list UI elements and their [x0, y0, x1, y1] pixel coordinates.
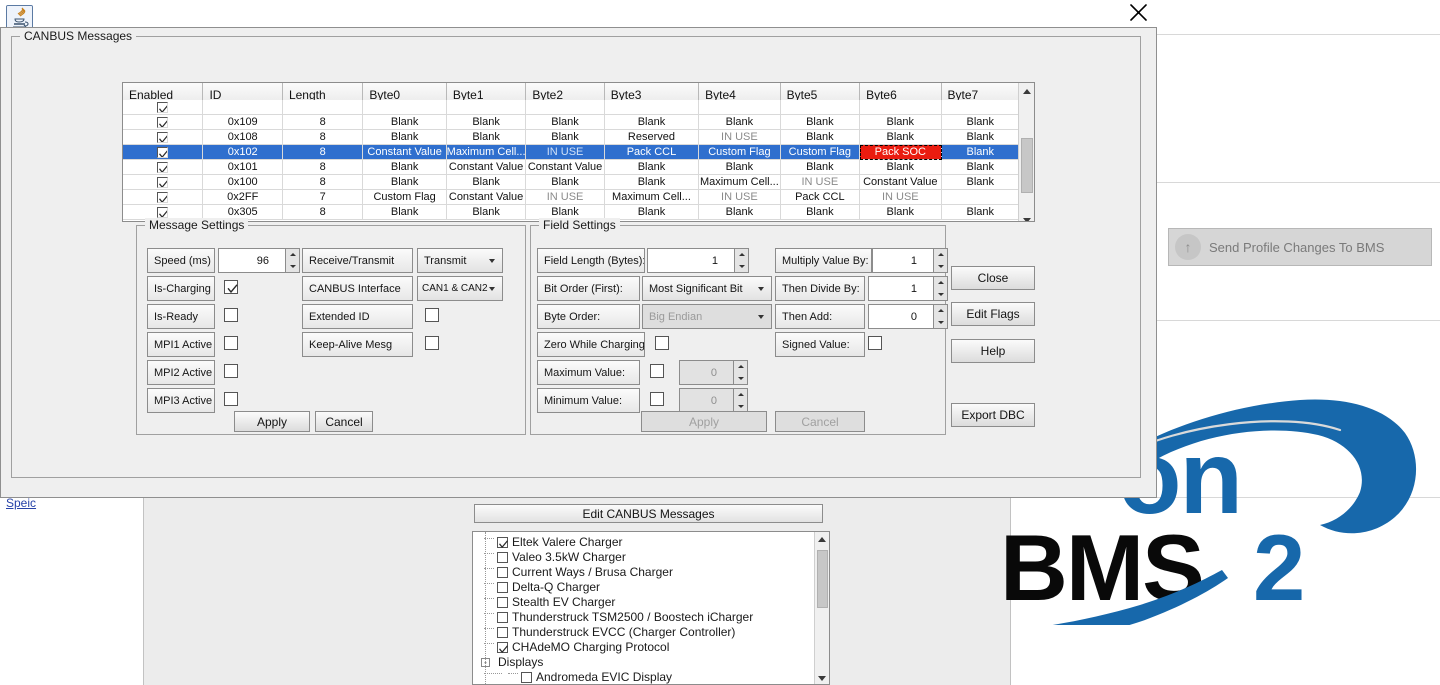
svg-text:2: 2 — [1253, 515, 1303, 620]
